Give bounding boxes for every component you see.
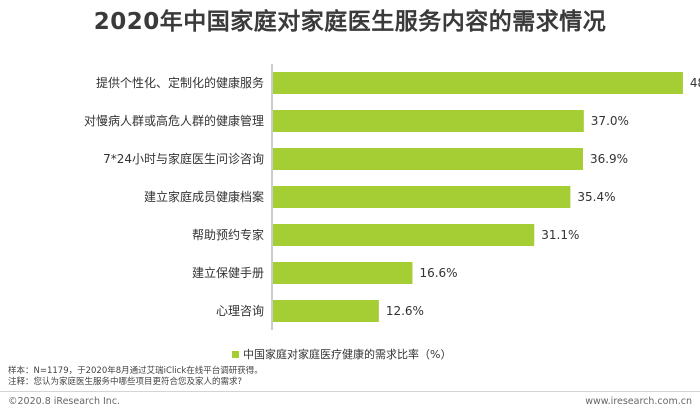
bar: [273, 300, 379, 322]
bar: [273, 110, 584, 132]
sample-note: 样本：N=1179，于2020年8月通过艾瑞iClick在线平台调研获得。: [8, 366, 263, 376]
legend-label: 中国家庭对家庭医疗健康的需求比率（%）: [243, 348, 452, 361]
bar: [273, 224, 535, 246]
value-labels: 48.8% 37.0% 36.9% 35.4% 31.1% 16.6% 12.6%: [386, 76, 700, 318]
bar: [273, 186, 571, 208]
footer-copyright: ©2020.8 iResearch Inc.: [8, 396, 121, 407]
value-label: 35.4%: [577, 190, 615, 204]
remark-note: 注释：您认为家庭医生服务中哪些项目更符合您及家人的需求?: [8, 377, 243, 387]
category-label: 帮助预约专家: [192, 227, 264, 242]
chart-title: 2020年中国家庭对家庭医生服务内容的需求情况: [93, 9, 607, 35]
value-label: 31.1%: [541, 228, 579, 242]
category-label: 提供个性化、定制化的健康服务: [96, 75, 264, 90]
value-label: 48.8%: [690, 76, 700, 90]
category-label: 心理咨询: [216, 303, 264, 318]
bar: [273, 72, 683, 94]
value-label: 36.9%: [590, 152, 628, 166]
legend: 中国家庭对家庭医疗健康的需求比率（%）: [232, 346, 451, 362]
value-label: 16.6%: [419, 266, 457, 280]
value-label: 37.0%: [591, 114, 629, 128]
footer-website: www.iresearch.com.cn: [585, 396, 692, 407]
bar: [273, 148, 583, 170]
bars: [273, 72, 683, 322]
value-label: 12.6%: [386, 304, 424, 318]
category-label: 建立家庭成员健康档案: [144, 189, 264, 204]
category-label: 对慢病人群或高危人群的健康管理: [84, 113, 264, 128]
legend-swatch: [232, 350, 239, 358]
category-label: 建立保健手册: [192, 265, 264, 280]
footer-divider: [0, 391, 700, 392]
bar: [273, 262, 413, 284]
category-label: 7*24小时与家庭医生问诊咨询: [103, 151, 264, 166]
